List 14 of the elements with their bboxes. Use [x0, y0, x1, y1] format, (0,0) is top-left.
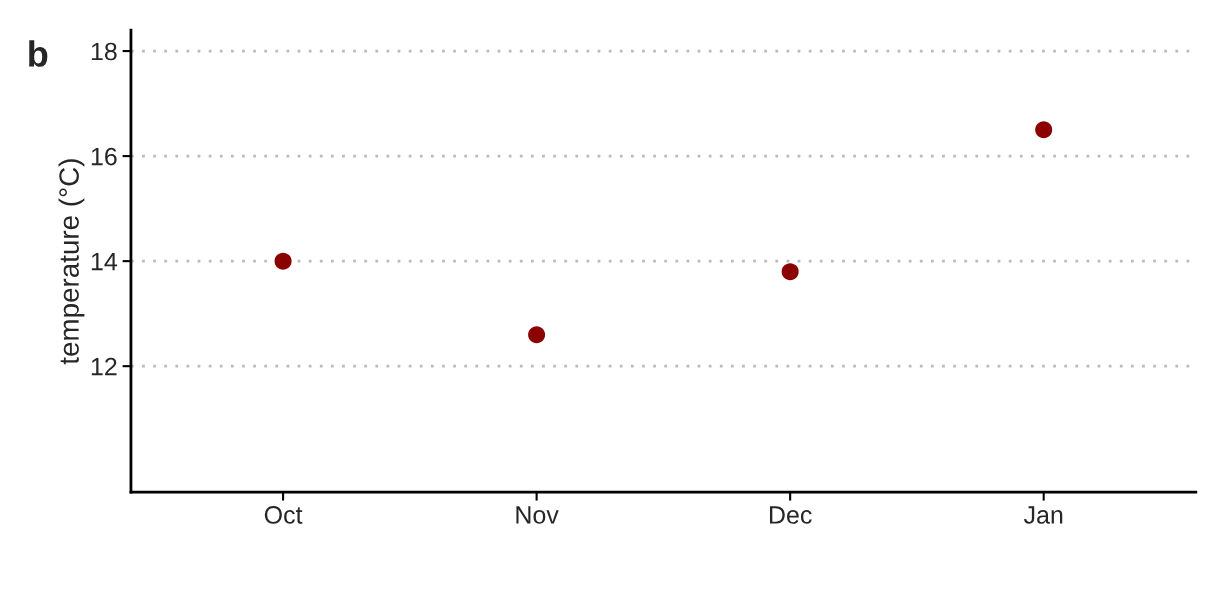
point: [1035, 121, 1053, 139]
y-axis-title: temperature (°C): [58, 159, 85, 365]
y-tick-label: 18: [91, 42, 117, 61]
y-tick-label: 16: [91, 147, 117, 166]
text: b: [29, 40, 48, 67]
y-tick-label: 14: [91, 252, 118, 271]
point: [274, 252, 292, 270]
x-tick-label: Dec: [769, 506, 812, 524]
point: [528, 326, 546, 344]
y-tick-label: 12: [91, 357, 117, 376]
x-tick-label: Nov: [516, 506, 559, 524]
x-tick-label: Oct: [264, 506, 303, 524]
point: [781, 263, 799, 281]
x-tick-label: Jan: [1023, 506, 1063, 524]
